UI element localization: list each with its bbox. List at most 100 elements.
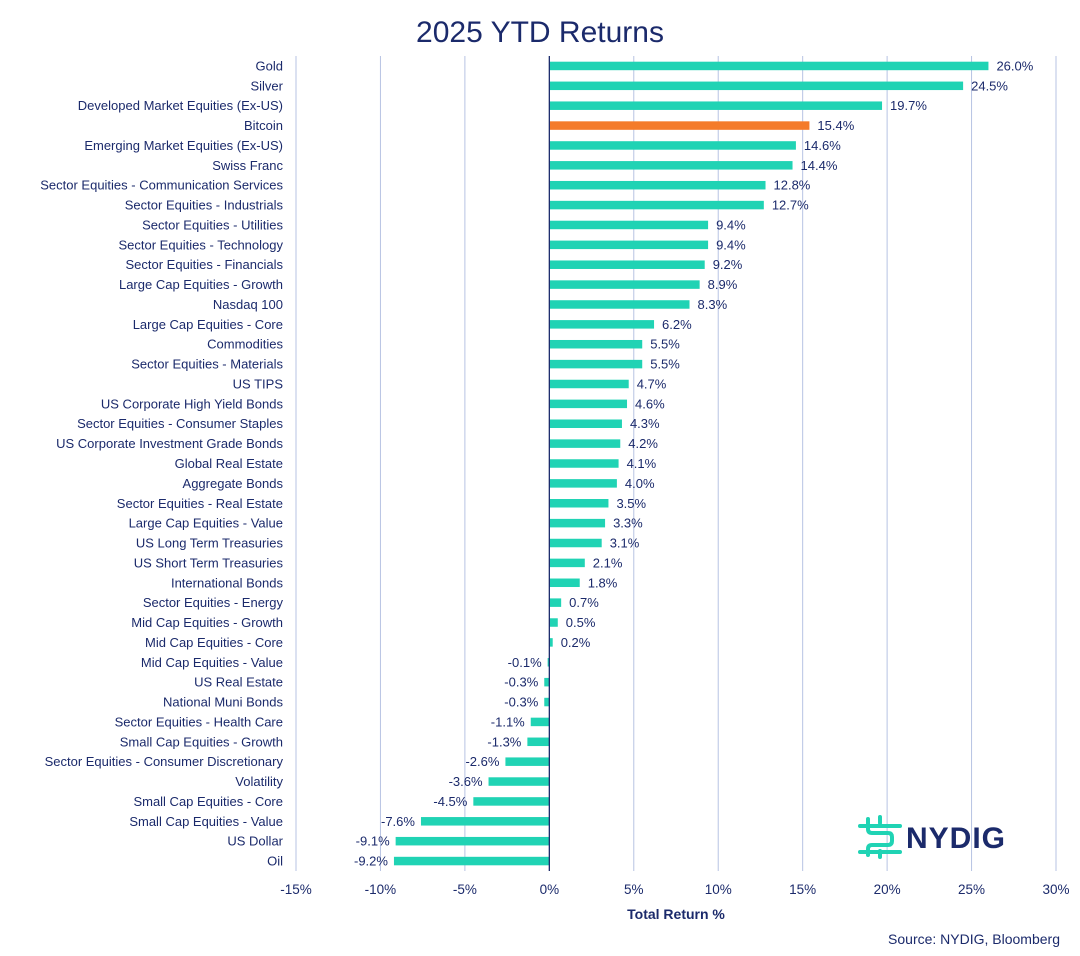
value-label: -0.3%	[504, 695, 538, 710]
bar	[549, 121, 810, 130]
category-label: Sector Equities - Communication Services	[40, 178, 283, 193]
bar	[547, 658, 550, 667]
category-label: US Corporate Investment Grade Bonds	[56, 436, 283, 451]
value-label: 3.5%	[616, 496, 646, 511]
value-label: -9.2%	[354, 854, 388, 869]
bar	[488, 777, 550, 786]
x-tick-labels: -15% -10% -5% 0% 5% 10% 15% 20% 25% 30%	[280, 882, 1069, 897]
bar	[549, 419, 622, 428]
category-label: Sector Equities - Industrials	[125, 198, 284, 213]
category-label: Sector Equities - Materials	[131, 357, 283, 372]
value-label: 4.2%	[628, 436, 658, 451]
bar	[549, 61, 989, 71]
category-label: Large Cap Equities - Value	[129, 516, 283, 531]
category-label: Mid Cap Equities - Growth	[131, 615, 283, 630]
value-label: 0.2%	[561, 635, 591, 650]
category-label: Gold	[256, 58, 283, 73]
category-label: Sector Equities - Technology	[118, 237, 283, 252]
logo-text: NYDIG	[906, 822, 1006, 855]
x-tick-label: 20%	[874, 882, 901, 897]
bar	[549, 479, 617, 488]
value-label: 9.4%	[716, 237, 746, 252]
value-label: -2.6%	[465, 754, 499, 769]
value-label: 5.5%	[650, 357, 680, 372]
value-label: 26.0%	[996, 58, 1033, 73]
bar	[549, 300, 690, 309]
bar	[549, 459, 619, 468]
bar	[549, 200, 764, 210]
x-axis-label: Total Return %	[627, 906, 725, 922]
value-label: -1.3%	[487, 734, 521, 749]
value-label: -1.1%	[491, 714, 525, 729]
bar	[549, 240, 709, 250]
nydig-logo-icon	[858, 815, 902, 859]
value-label: 9.4%	[716, 217, 746, 232]
category-label: National Muni Bonds	[163, 695, 283, 710]
chart-title: 2025 YTD Returns	[416, 16, 664, 49]
category-label: Sector Equities - Consumer Discretionary	[45, 754, 284, 769]
nydig-logo: NYDIG	[858, 815, 1006, 859]
category-label: US Short Term Treasuries	[134, 555, 284, 570]
bar	[549, 141, 796, 150]
value-label: 8.9%	[708, 277, 738, 292]
x-tick-label: -15%	[280, 882, 312, 897]
bar	[549, 339, 643, 349]
category-label: Small Cap Equities - Core	[133, 794, 283, 809]
category-label: Commodities	[207, 337, 283, 352]
x-tick-label: -10%	[365, 882, 397, 897]
bar	[549, 359, 643, 369]
category-label: Mid Cap Equities - Value	[141, 655, 283, 670]
bar	[549, 399, 628, 409]
bar	[549, 379, 629, 389]
grid-lines	[295, 56, 1057, 871]
value-label: 1.8%	[588, 575, 618, 590]
value-label: -0.1%	[508, 655, 542, 670]
value-label: -0.3%	[504, 675, 538, 690]
value-label: 12.7%	[772, 198, 809, 213]
bar	[395, 836, 550, 846]
category-label: Swiss Franc	[212, 158, 283, 173]
category-label: Global Real Estate	[175, 456, 283, 471]
category-label: Mid Cap Equities - Core	[145, 635, 283, 650]
x-tick-label: 25%	[958, 882, 985, 897]
value-label: -3.6%	[449, 774, 483, 789]
bar	[549, 101, 883, 110]
value-label: 4.6%	[635, 396, 665, 411]
bar	[549, 180, 766, 190]
value-label: -4.5%	[433, 794, 467, 809]
bar	[549, 499, 609, 508]
category-label: Small Cap Equities - Growth	[120, 734, 283, 749]
bar	[549, 598, 562, 607]
category-label: US Real Estate	[194, 675, 283, 690]
bar	[544, 677, 550, 687]
value-label: 12.8%	[774, 178, 811, 193]
value-label: 4.7%	[637, 376, 667, 391]
value-label: 9.2%	[713, 257, 743, 272]
value-label: 2.1%	[593, 555, 623, 570]
value-label: 4.1%	[627, 456, 657, 471]
bar	[549, 161, 793, 170]
bar	[549, 618, 558, 627]
category-label: Large Cap Equities - Growth	[119, 277, 283, 292]
bar	[544, 697, 550, 707]
category-label: Bitcoin	[244, 118, 283, 133]
value-label: -7.6%	[381, 814, 415, 829]
x-tick-label: -5%	[453, 882, 477, 897]
value-labels: 26.0% 24.5% 19.7% 15.4% 14.6% 14.4% 12.8% 12.7%…	[354, 58, 1034, 868]
category-label: Silver	[250, 78, 283, 93]
category-label: Sector Equities - Financials	[125, 257, 283, 272]
value-label: 14.6%	[804, 138, 841, 153]
bar	[549, 558, 585, 568]
category-label: Sector Equities - Real Estate	[117, 496, 283, 511]
value-label: 0.5%	[566, 615, 596, 630]
category-label: US Dollar	[227, 834, 283, 849]
value-label: 24.5%	[971, 78, 1008, 93]
category-label: Sector Equities - Energy	[143, 595, 284, 610]
category-label: Volatility	[235, 774, 283, 789]
bar	[527, 737, 550, 747]
value-label: 15.4%	[817, 118, 854, 133]
x-tick-label: 10%	[705, 882, 732, 897]
value-label: 19.7%	[890, 98, 927, 113]
bar	[549, 578, 580, 588]
